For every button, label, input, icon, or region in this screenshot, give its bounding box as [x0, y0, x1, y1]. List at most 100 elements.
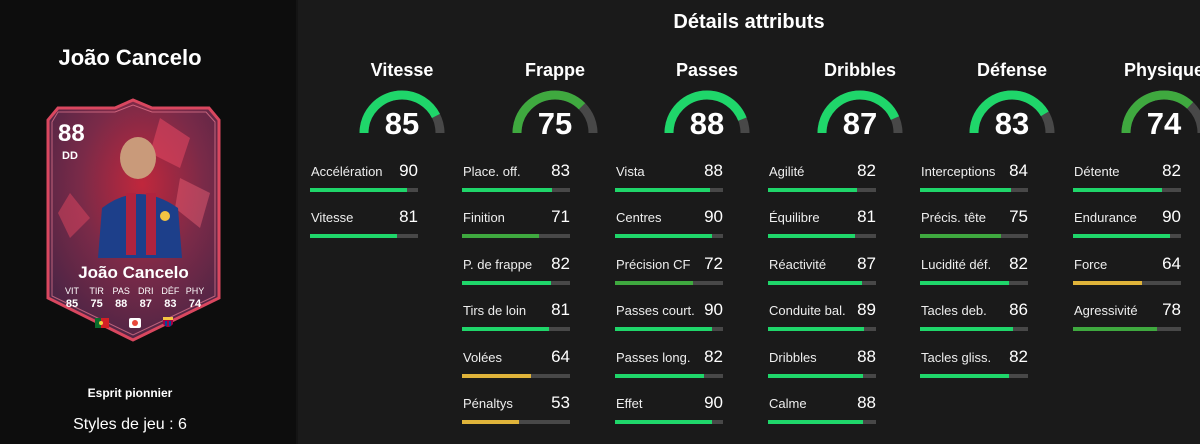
attribute-value: 78 — [1162, 300, 1181, 319]
attribute-bar-fill — [1073, 281, 1143, 285]
category-title: Vitesse — [370, 60, 434, 80]
attribute-bar-fill — [920, 281, 1009, 285]
attribute-name: Finition — [463, 210, 505, 225]
attribute-bar-fill — [615, 281, 693, 285]
gauge-fill — [1121, 90, 1200, 134]
attribute-bar-fill — [768, 327, 865, 331]
attribute-name: Centres — [616, 210, 662, 225]
card-stat-labels: VIT TIR PAS DRI DÉF PHY — [60, 286, 207, 296]
card-stat-value: 75 — [90, 298, 103, 310]
category-gauge — [1121, 90, 1200, 134]
attribute-value: 88 — [704, 161, 723, 180]
attribute-bar-fill — [615, 188, 711, 192]
player-panel: João Cancelo 88 DD João C — [0, 0, 296, 444]
attribute-value: 83 — [551, 161, 570, 180]
category-gauge — [359, 90, 445, 134]
attribute-name: Agressivité — [1074, 303, 1138, 318]
attribute-bar-track — [768, 327, 876, 331]
attribute-value: 88 — [857, 393, 876, 412]
card-badges — [95, 316, 175, 330]
attribute-bar-fill — [920, 374, 1009, 378]
attribute-bar-track — [615, 188, 723, 192]
card-frame — [46, 98, 221, 342]
category-value: 87 — [842, 106, 878, 141]
fc-barcelona-crest-icon — [163, 317, 173, 327]
attribute-value: 82 — [704, 347, 723, 366]
attribute-bar-fill — [920, 327, 1013, 331]
category-gauge — [817, 90, 903, 134]
attribute-value: 90 — [704, 393, 723, 412]
attribute-name: Tacles gliss. — [921, 350, 992, 365]
attribute-row: Précis. tête 75 — [920, 207, 1028, 250]
attribute-bar-fill — [920, 234, 1001, 238]
attribute-row: Passes long. 82 — [615, 347, 723, 390]
attribute-name: Volées — [463, 350, 503, 365]
card-stat-value: 88 — [115, 298, 128, 310]
attribute-name: Équilibre — [769, 210, 820, 225]
portugal-flag-icon — [95, 318, 109, 328]
card-stat-label: VIT — [64, 286, 79, 296]
attribute-value: 82 — [857, 161, 876, 180]
attribute-name: Lucidité déf. — [921, 257, 992, 272]
attribute-row: Précision CF 72 — [615, 254, 723, 297]
gauge-fill — [817, 90, 903, 134]
attribute-bar-fill — [462, 188, 552, 192]
attribute-value: 82 — [1009, 254, 1028, 273]
attribute-bar-track — [615, 420, 723, 424]
attribute-value: 81 — [551, 300, 570, 319]
attribute-bar-track — [768, 188, 876, 192]
attribute-bar-fill — [768, 281, 862, 285]
attribute-bar-track — [615, 234, 723, 238]
attribute-bar-track — [768, 281, 876, 285]
card-rating: 88 — [58, 120, 85, 147]
attribute-name: Réactivité — [769, 257, 827, 272]
attribute-value: 82 — [1162, 161, 1181, 180]
category-gauge — [512, 90, 598, 134]
attribute-bar-track — [920, 374, 1028, 378]
category-title: Passes — [675, 60, 739, 80]
attribute-row: Endurance 90 — [1073, 207, 1181, 250]
attribute-bar-track — [1073, 188, 1181, 192]
attribute-bar-track — [768, 234, 876, 238]
laliga-logo-icon — [129, 318, 141, 328]
attribute-name: Précision CF — [616, 257, 691, 272]
card-stat-label: TIR — [89, 286, 104, 296]
card-stat-value: 83 — [164, 298, 177, 310]
attribute-row: P. de frappe 82 — [462, 254, 570, 297]
attribute-bar-track — [920, 327, 1028, 331]
attribute-row: Vista 88 — [615, 161, 723, 204]
attribute-row: Équilibre 81 — [768, 207, 876, 250]
category-gauge — [664, 90, 750, 134]
chemistry-style: Esprit pionnier — [87, 386, 173, 400]
attribute-name: Passes court. — [616, 303, 695, 318]
attribute-bar-track — [462, 281, 570, 285]
attribute-bar-fill — [310, 188, 408, 192]
attribute-name: Vista — [616, 164, 645, 179]
attribute-row: Passes court. 90 — [615, 300, 723, 343]
attribute-bar-fill — [1073, 234, 1171, 238]
category-value: 88 — [689, 106, 725, 141]
player-card[interactable]: 88 DD João Cancelo VIT TIR PAS DRI DÉF P… — [40, 98, 227, 342]
card-stat-value: 74 — [188, 298, 202, 310]
attribute-value: 75 — [1009, 207, 1028, 226]
attribute-row: Agressivité 78 — [1073, 300, 1181, 343]
attribute-row: Dribbles 88 — [768, 347, 876, 390]
attribute-bar-fill — [920, 188, 1011, 192]
attribute-bar-fill — [462, 281, 551, 285]
card-position: DD — [62, 150, 78, 162]
attribute-bar-track — [310, 188, 418, 192]
attribute-row: Pénaltys 53 — [462, 393, 570, 436]
attribute-bar-fill — [768, 420, 864, 424]
attribute-name: Dribbles — [769, 350, 817, 365]
attribute-name: Détente — [1074, 164, 1120, 179]
player-head — [120, 137, 156, 179]
attribute-bar-fill — [462, 327, 550, 331]
attribute-name: Conduite bal. — [769, 303, 846, 318]
attribute-bar-track — [615, 327, 723, 331]
attribute-bar-fill — [310, 234, 398, 238]
category-title: Physique — [1123, 60, 1200, 80]
category-gauge — [969, 90, 1055, 134]
attribute-bar-fill — [615, 374, 704, 378]
attribute-value: 82 — [551, 254, 570, 273]
attribute-value: 53 — [551, 393, 570, 412]
